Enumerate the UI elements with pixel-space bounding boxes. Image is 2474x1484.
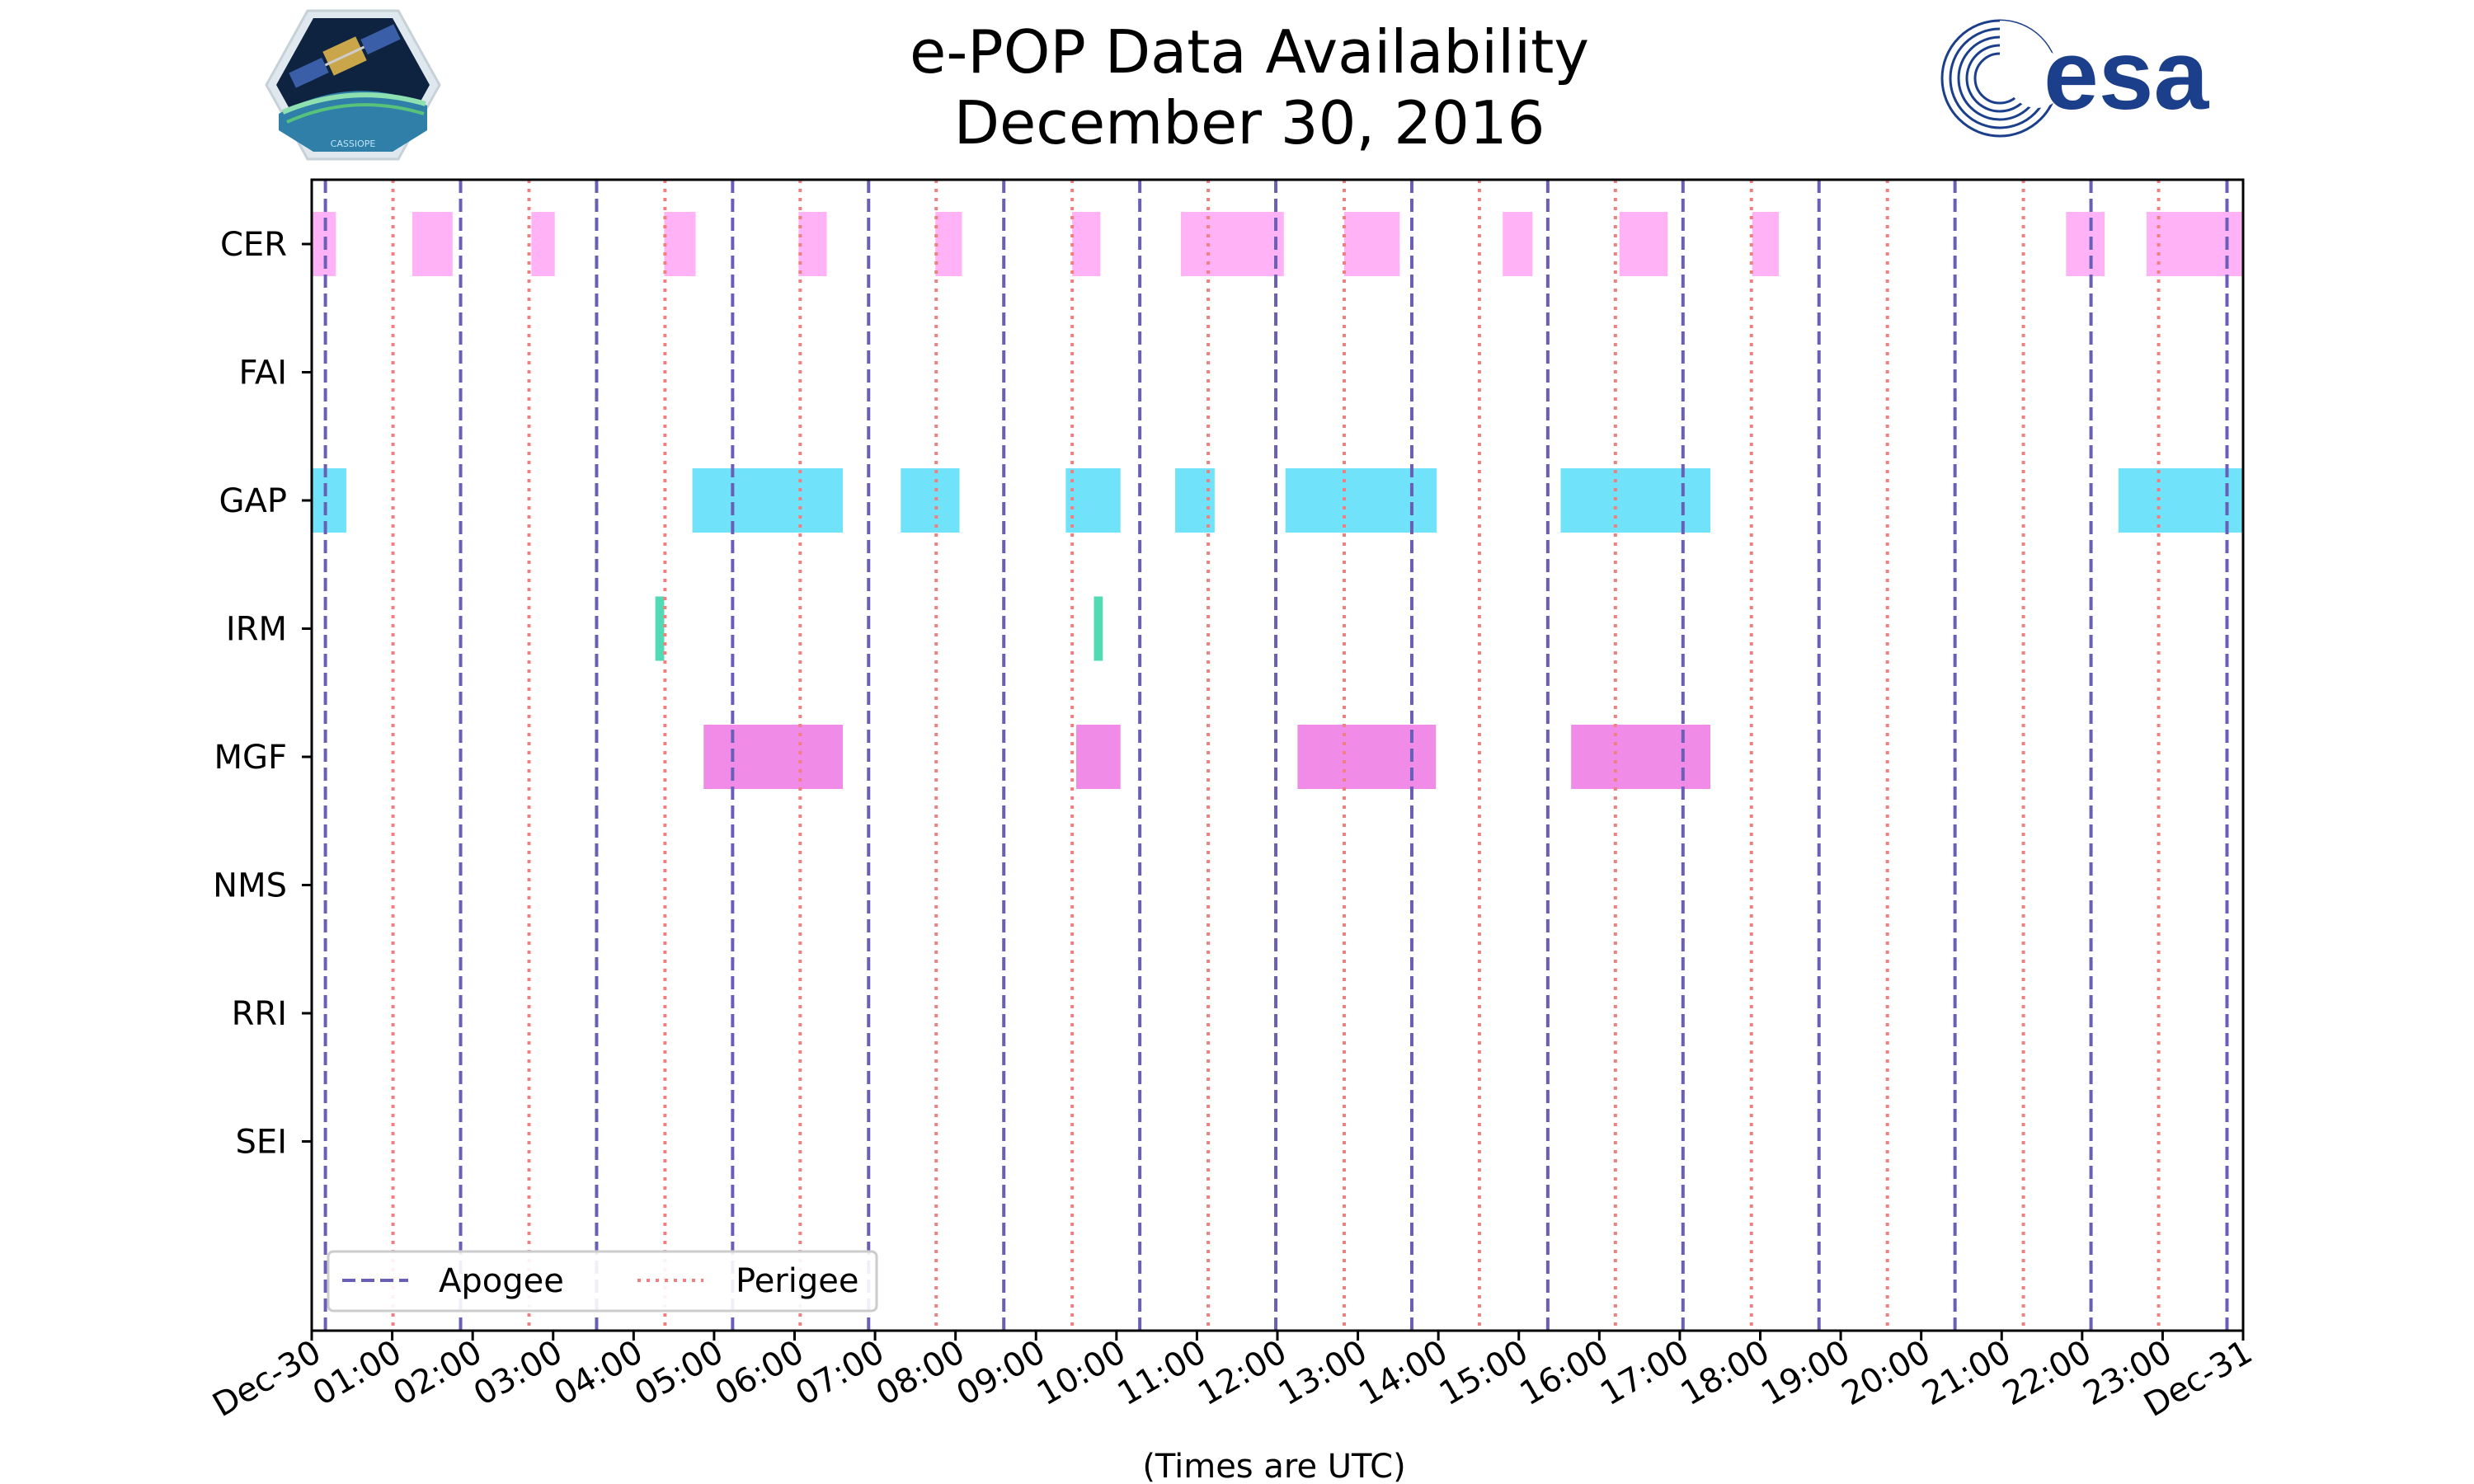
bar-cer-4 [798, 212, 827, 276]
x-tick-label-8: 08:00 [870, 1333, 971, 1413]
bar-gap-1 [692, 468, 844, 533]
x-tick-label-20: 20:00 [1836, 1333, 1937, 1413]
x-tick-label-10: 10:00 [1031, 1333, 1132, 1413]
x-tick-label-12: 12:00 [1192, 1333, 1293, 1413]
y-tick-label-fai: FAI [239, 355, 288, 392]
legend-box [327, 1250, 878, 1313]
bar-irm-0 [655, 596, 665, 661]
bar-cer-5 [935, 212, 962, 276]
chart-title: e-POP Data Availability [910, 17, 1589, 87]
x-tick-label-3: 03:00 [468, 1333, 569, 1413]
x-tick-label-14: 14:00 [1352, 1333, 1454, 1413]
bar-cer-12 [2066, 212, 2105, 276]
bar-irm-1 [1094, 596, 1103, 661]
x-tick-label-17: 17:00 [1594, 1333, 1696, 1413]
x-tick-label-1: 01:00 [307, 1333, 408, 1413]
legend-apogee-label: Apogee [439, 1262, 564, 1300]
x-tick-label-5: 05:00 [628, 1333, 730, 1413]
bar-mgf-1 [1076, 725, 1121, 789]
y-tick-label-gap: GAP [219, 482, 287, 520]
x-tick-label-13: 13:00 [1272, 1333, 1374, 1413]
bar-gap-7 [2118, 468, 2243, 533]
y-tick-label-nms: NMS [213, 867, 287, 905]
svg-text:esa: esa [2044, 20, 2209, 130]
legend-perigee-label: Perigee [736, 1262, 858, 1300]
y-tick-label-rri: RRI [232, 995, 287, 1033]
bar-mgf-3 [1571, 725, 1710, 789]
cassiope-mission-logo-icon: CASSIOPE [265, 9, 441, 161]
bar-gap-0 [312, 468, 346, 533]
svg-text:CASSIOPE: CASSIOPE [331, 139, 376, 149]
bar-mgf-2 [1297, 725, 1437, 789]
x-tick-label-9: 09:00 [950, 1333, 1051, 1413]
bar-gap-2 [901, 468, 960, 533]
legend: Apogee Perigee [327, 1250, 878, 1313]
y-tick-label-cer: CER [220, 226, 287, 264]
x-tick-label-22: 22:00 [1997, 1333, 2098, 1413]
bar-gap-5 [1285, 468, 1437, 533]
y-tick-label-irm: IRM [226, 611, 287, 649]
x-tick-label-15: 15:00 [1433, 1333, 1535, 1413]
x-tick-label-16: 16:00 [1513, 1333, 1615, 1413]
bar-gap-6 [1560, 468, 1710, 533]
orbit-lines [323, 180, 2229, 1331]
chart-subtitle: December 30, 2016 [954, 88, 1545, 157]
bar-cer-10 [1619, 212, 1668, 276]
bar-cer-8 [1343, 212, 1400, 276]
x-axis-label: (Times are UTC) [1142, 1448, 1405, 1484]
x-tick-label-4: 04:00 [548, 1333, 649, 1413]
x-tick-label-21: 21:00 [1916, 1333, 2017, 1413]
y-tick-label-mgf: MGF [214, 739, 287, 777]
bar-cer-1 [412, 212, 453, 276]
bar-mgf-0 [703, 725, 844, 789]
x-tick-label-7: 07:00 [789, 1333, 891, 1413]
y-tick-label-sei: SEI [236, 1124, 287, 1162]
bar-cer-6 [1072, 212, 1101, 276]
x-tick-label-19: 19:00 [1755, 1333, 1856, 1413]
x-tick-label-2: 02:00 [387, 1333, 488, 1413]
bar-cer-2 [531, 212, 555, 276]
availability-bars [312, 212, 2243, 789]
axes: CERFAIGAPIRMMGFNMSRRISEIDec-3001:0002:00… [206, 178, 2259, 1425]
bar-cer-7 [1180, 212, 1284, 276]
x-tick-label-11: 11:00 [1112, 1333, 1213, 1413]
bar-cer-11 [1752, 212, 1779, 276]
bar-gap-3 [1065, 468, 1121, 533]
bar-cer-9 [1503, 212, 1533, 276]
bar-cer-3 [664, 212, 696, 276]
esa-logo-icon: esa [1940, 19, 2209, 138]
x-tick-label-18: 18:00 [1675, 1333, 1776, 1413]
x-tick-label-6: 06:00 [709, 1333, 811, 1413]
